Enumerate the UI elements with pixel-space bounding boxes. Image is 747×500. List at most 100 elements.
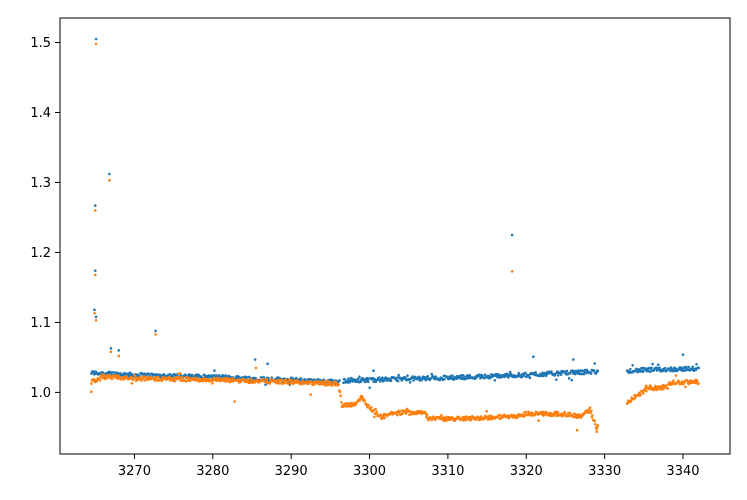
series-0-point [396, 379, 400, 383]
series-1-point [181, 376, 184, 379]
series-0-point [592, 369, 596, 372]
series-1-point [345, 402, 349, 405]
series-1-point [135, 379, 139, 382]
series-0-point [559, 373, 563, 376]
series-0-point [691, 365, 695, 369]
series-1-point [338, 390, 342, 394]
series-1-outlier [254, 366, 258, 370]
series-1-point [440, 413, 443, 417]
series-1-point [588, 406, 592, 409]
series-1-point [401, 412, 405, 415]
series-0-outlier [117, 349, 121, 352]
series-1-point [694, 381, 698, 385]
series-1-point [462, 419, 465, 422]
series-0-point [582, 372, 586, 376]
series-1-point [133, 375, 137, 378]
series-0-point [568, 371, 572, 375]
series-1-outlier [510, 270, 514, 273]
series-1-point [256, 378, 259, 382]
series-0-point [434, 375, 438, 378]
series-1-point [524, 410, 527, 414]
series-1-point [645, 389, 648, 393]
series-0-point [478, 373, 481, 377]
series-1-outlier [117, 354, 121, 358]
series-0-point [389, 379, 393, 383]
series-0-point [377, 376, 381, 379]
series-0-point [565, 369, 569, 373]
series-0-point [697, 366, 701, 370]
series-1-point [369, 406, 373, 409]
series-1-point [594, 422, 597, 426]
series-1-point [301, 379, 305, 382]
series-1-point [677, 380, 681, 384]
series-1-point [130, 382, 134, 385]
series-0-point [396, 376, 399, 379]
series-0-outlier [94, 37, 98, 41]
series-1-outlier [93, 209, 97, 212]
series-1-point [307, 382, 311, 385]
series-0-outlier [266, 362, 269, 366]
series-1-point [464, 415, 468, 418]
series-0-point [683, 369, 687, 372]
series-1-point [593, 419, 597, 423]
series-1-point [649, 385, 653, 389]
series-0-point [438, 378, 442, 382]
series-1-point [310, 380, 314, 384]
series-1-point [672, 379, 675, 382]
series-1-point [379, 413, 382, 416]
x-tick-label: 3280 [196, 464, 229, 479]
series-0-point [648, 370, 652, 374]
series-0-point [358, 375, 361, 378]
plot-background [60, 18, 730, 454]
series-0-point [366, 380, 370, 384]
series-1-point [211, 382, 214, 385]
series-1-point [177, 372, 180, 375]
series-1-point [657, 385, 661, 388]
series-1-point [101, 376, 105, 380]
series-1-point [578, 413, 582, 416]
series-1-point [342, 405, 346, 408]
series-1-point [373, 415, 376, 419]
series-0-point [508, 370, 512, 374]
series-1-outlier [595, 430, 599, 433]
series-0-point [381, 376, 384, 379]
series-1-point [425, 413, 429, 416]
series-1-point [397, 410, 401, 414]
series-1-point [430, 418, 434, 422]
series-1-point [697, 382, 700, 386]
series-0-point [455, 377, 459, 380]
series-1-point [552, 414, 556, 417]
series-1-point [642, 392, 645, 395]
x-tick-label: 3330 [588, 464, 621, 479]
y-tick-label: 1.3 [30, 176, 51, 191]
series-0-point [429, 377, 433, 380]
series-1-point [684, 385, 687, 389]
series-1-point [544, 410, 548, 414]
series-0-point [412, 379, 415, 382]
y-tick-label: 1.1 [30, 316, 51, 331]
series-1-point [533, 413, 537, 416]
series-0-point [580, 372, 584, 376]
series-1-point [563, 410, 567, 414]
series-0-point [462, 374, 465, 377]
series-1-point [250, 378, 253, 381]
series-1-point [507, 417, 511, 420]
series-1-point [404, 412, 408, 415]
series-1-point [543, 413, 546, 417]
series-1-point [474, 418, 478, 421]
y-axis: 1.0 1.1 1.2 1.3 1.4 1.5 [30, 36, 60, 401]
series-1-point [695, 379, 699, 383]
series-1-point [537, 419, 540, 423]
series-0-outlier [681, 353, 685, 356]
series-1-point [201, 379, 205, 383]
series-1-point [643, 387, 647, 390]
series-0-point [349, 379, 352, 383]
series-1-point [177, 376, 181, 379]
series-1-point [185, 379, 188, 383]
series-1-point [375, 412, 379, 415]
series-1-point [661, 384, 664, 387]
series-1-point [485, 410, 488, 413]
series-1-outlier [575, 428, 579, 432]
series-1-point [591, 414, 594, 417]
series-0-outlier [571, 358, 575, 361]
